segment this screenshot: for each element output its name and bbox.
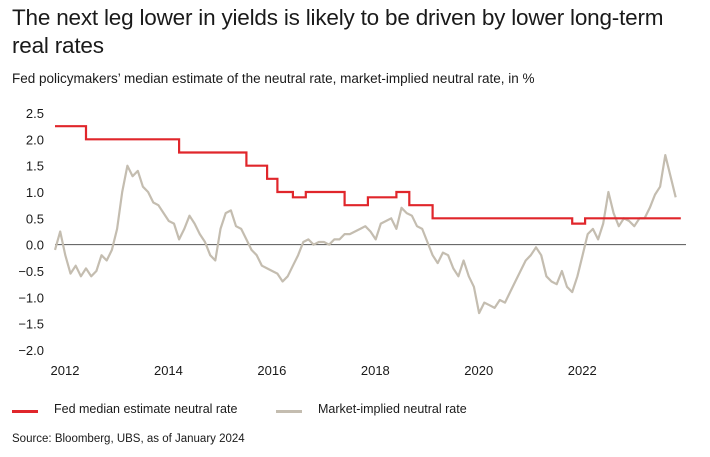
- fed-legend-label: Fed median estimate neutral rate: [54, 402, 238, 416]
- market-implied-series-line: [53, 154, 677, 315]
- fed-legend-swatch: [12, 410, 38, 413]
- y-tick-label: 2.0: [26, 132, 44, 147]
- x-axis: 2012 2014 2016 2018 2020 2022: [51, 363, 597, 378]
- x-tick-label: 2014: [154, 363, 183, 378]
- y-tick-label: 2.5: [26, 106, 44, 121]
- chart-title: The next leg lower in yields is likely t…: [12, 5, 664, 58]
- y-tick-label: 1.5: [26, 159, 44, 174]
- y-tick-label: 0.0: [26, 238, 44, 253]
- source-note: Source: Bloomberg, UBS, as of January 20…: [12, 433, 245, 445]
- x-tick-label: 2018: [361, 363, 390, 378]
- chart-subtitle: Fed policymakers’ median estimate of the…: [12, 71, 535, 86]
- line-chart: 2.52.01.51.00.50.0−0.5−1.0−1.5−2.0 2012 2…: [18, 106, 686, 378]
- market-legend-swatch: [276, 410, 302, 413]
- y-tick-label: 0.5: [26, 211, 44, 226]
- y-tick-label: −2.0: [18, 343, 44, 358]
- x-tick-label: 2016: [257, 363, 286, 378]
- y-tick-label: 1.0: [26, 185, 44, 200]
- y-tick-label: −0.5: [18, 264, 44, 279]
- y-axis: 2.5 2.0 1.5 1.0 0.5 0.0 −0.5 −1.0 −1.5 −2.0: [18, 106, 44, 358]
- x-tick-label: 2022: [568, 363, 597, 378]
- y-tick-label: −1.5: [18, 317, 44, 332]
- x-tick-label: 2012: [51, 363, 80, 378]
- x-tick-label: 2020: [464, 363, 493, 378]
- market-legend-label: Market-implied neutral rate: [318, 402, 467, 416]
- fed-median-series-line: [55, 125, 681, 225]
- y-tick-label: −1.0: [18, 290, 44, 305]
